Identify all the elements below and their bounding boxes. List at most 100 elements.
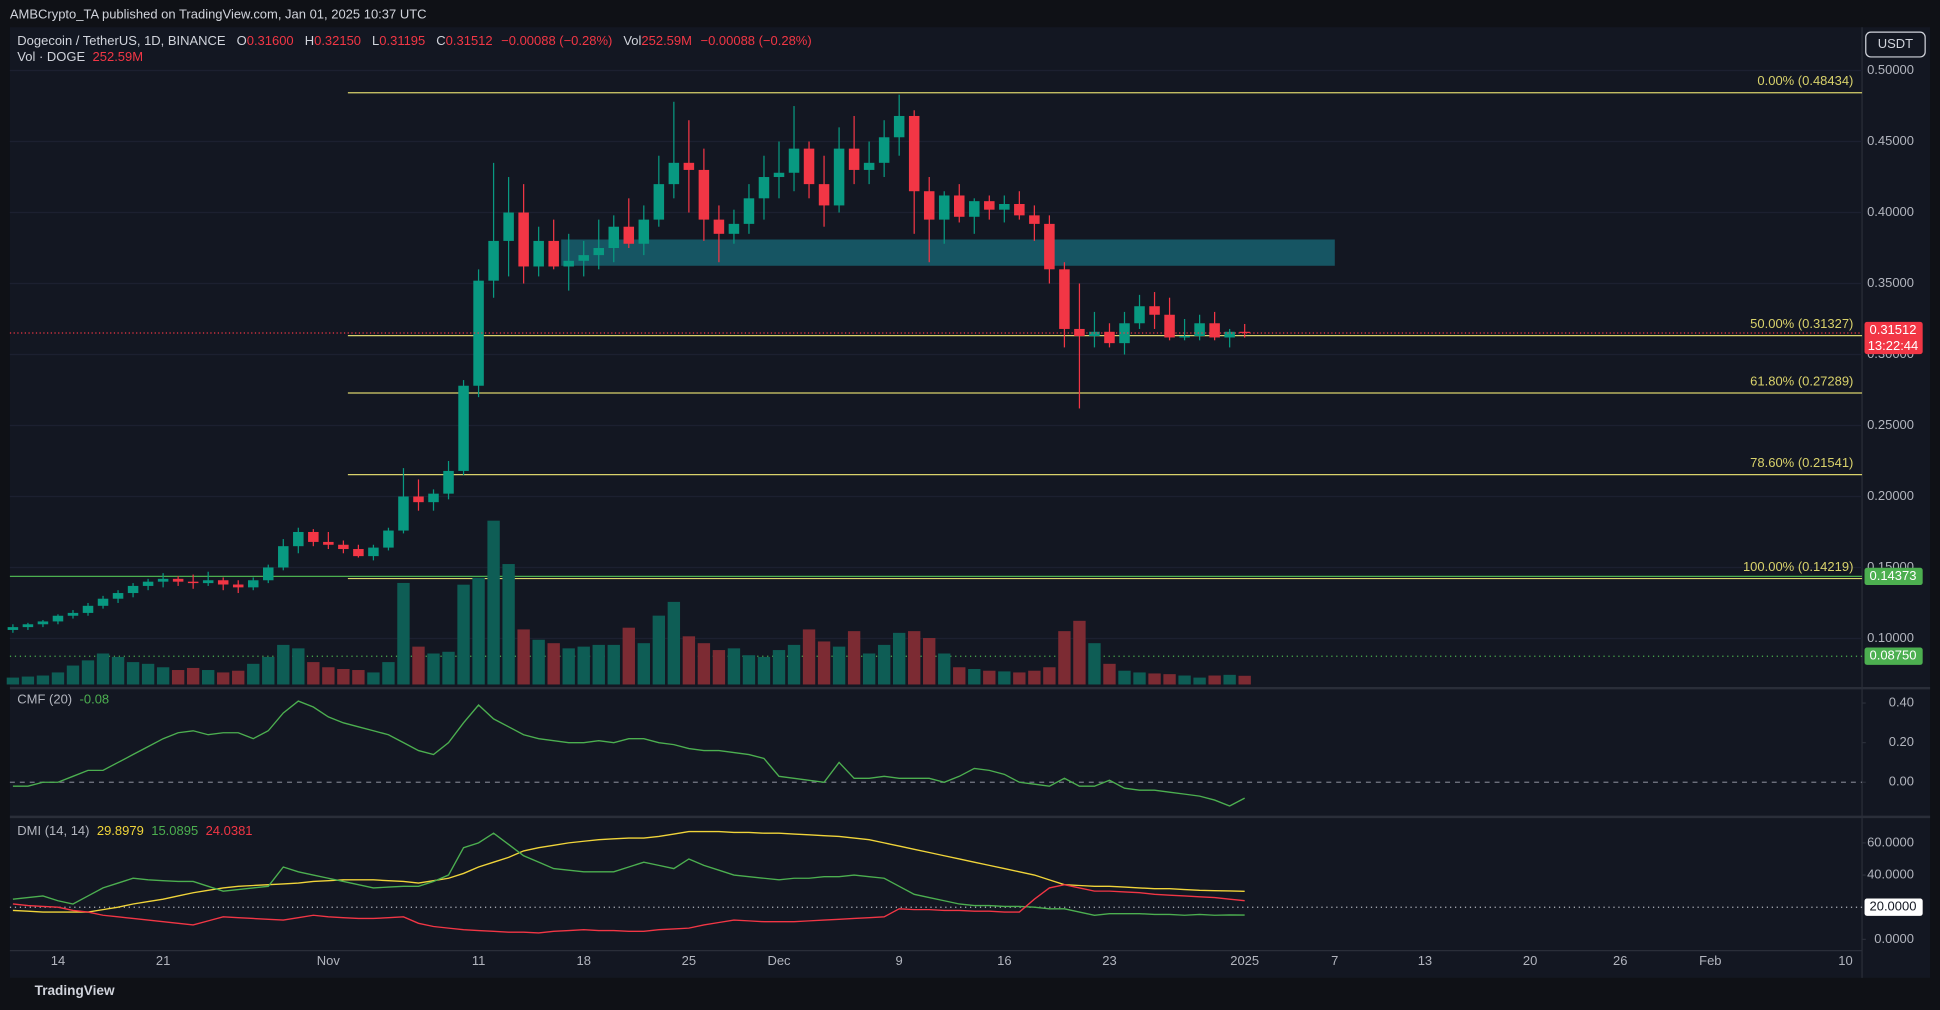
volume-bar <box>1028 670 1041 685</box>
x-tick-label: 7 <box>1331 953 1338 968</box>
y-tick-label: 0.20000 <box>1867 488 1914 503</box>
ohlc-value: 0.31600 <box>247 34 294 49</box>
x-tick-label: 23 <box>1102 953 1116 968</box>
candle-body <box>503 212 514 241</box>
plus-di-value: 15.0895 <box>151 823 198 838</box>
candle-body <box>1014 204 1025 216</box>
candle-body <box>202 580 214 584</box>
volume-bar <box>923 638 936 685</box>
volume-bar <box>262 656 275 685</box>
vol-line-label: Vol · DOGE <box>17 50 85 65</box>
y-tick-label: 0.35000 <box>1867 275 1914 290</box>
indicator-line <box>12 830 1245 913</box>
candle-body <box>1209 323 1220 338</box>
cmf-value: -0.08 <box>80 692 110 707</box>
volume-bar <box>953 667 966 685</box>
y-tick-label: 0.10000 <box>1867 630 1914 645</box>
volume-bar <box>367 672 380 685</box>
ohlc-value: 0.32150 <box>314 34 361 49</box>
volume-bar <box>1013 672 1026 685</box>
fib-label: 78.60% (0.21541) <box>1750 455 1853 470</box>
candle-body <box>608 226 620 249</box>
volume-bar <box>877 644 891 685</box>
volume-bar <box>307 662 320 685</box>
countdown: 13:22:44 <box>1868 338 1919 353</box>
volume-bar <box>742 655 756 685</box>
x-tick-label: 21 <box>156 953 170 968</box>
x-tick-label: 16 <box>997 953 1011 968</box>
volume-bar <box>126 662 140 685</box>
volume-bar <box>1103 663 1116 685</box>
volume-bar <box>1088 643 1101 685</box>
candle-body <box>142 581 154 586</box>
last-price-label: 0.31512 <box>1870 322 1917 337</box>
candle-body <box>518 212 529 267</box>
volume-bar <box>862 653 876 685</box>
volume-bar <box>247 663 260 685</box>
candle-body <box>488 240 499 281</box>
last-price-tag <box>1864 321 1923 355</box>
candle-body <box>1104 331 1115 344</box>
ohlc-label: H <box>305 34 314 49</box>
candle-body <box>938 195 950 220</box>
volume-bar <box>817 641 831 685</box>
ohlc-label: C <box>436 34 445 49</box>
candle-body <box>82 605 94 613</box>
x-tick-label: 18 <box>576 953 590 968</box>
volume-bar <box>983 670 996 685</box>
y-tick-label: 0.25000 <box>1867 417 1914 432</box>
candle-body <box>653 184 665 220</box>
ohlc-label: O <box>237 34 247 49</box>
candle-body <box>187 581 199 584</box>
indicator-line <box>12 832 1245 916</box>
candle-body <box>818 184 830 206</box>
candle-body <box>67 612 79 616</box>
x-tick-label: 13 <box>1418 953 1432 968</box>
vol-value: 252.59M <box>641 34 692 49</box>
volume-bar <box>998 671 1011 685</box>
volume-bar <box>938 653 951 685</box>
currency[interactable]: USDT <box>1878 36 1913 51</box>
chart-area <box>9 27 1931 978</box>
price-tag-label: 0.14373 <box>1870 568 1917 583</box>
volume-bar <box>472 577 485 685</box>
volume-bar <box>1178 675 1191 685</box>
candle-body <box>1089 331 1100 337</box>
volume-bar <box>487 520 500 685</box>
volume-bar <box>232 670 245 685</box>
candle-body <box>112 593 124 599</box>
volume-bar <box>171 670 185 685</box>
volume-bar <box>66 665 80 685</box>
volume-bar <box>1058 631 1071 685</box>
candle-body <box>7 627 19 630</box>
fib-label: 100.00% (0.14219) <box>1743 559 1853 574</box>
x-tick-label: 10 <box>1838 953 1852 968</box>
price-tag <box>1864 647 1923 665</box>
candle-body <box>1194 323 1205 337</box>
candle-body <box>923 191 935 220</box>
volume-bar <box>667 601 681 685</box>
x-tick-label: 20 <box>1523 953 1537 968</box>
currency-button[interactable] <box>1865 31 1926 58</box>
fib-label: 61.80% (0.27289) <box>1750 373 1853 388</box>
volume-legend: Vol · DOGE 252.59M <box>17 50 143 65</box>
candle-body <box>773 172 785 178</box>
volume-bar <box>847 631 861 685</box>
ohlc-value: 0.31512 <box>446 34 493 49</box>
candle-body <box>1149 306 1160 315</box>
dmi-legend: DMI (14, 14) 29.8979 15.0895 24.0381 <box>17 823 252 838</box>
volume-bar <box>772 650 786 685</box>
x-tick-label: Dec <box>767 953 791 968</box>
volume-bar <box>51 672 65 685</box>
vol-label: Vol <box>623 34 641 49</box>
volume-bar <box>442 651 455 685</box>
y-tick-label: 0.50000 <box>1867 62 1914 77</box>
candle-body <box>833 148 845 206</box>
y-tick-label: 40.0000 <box>1867 866 1914 881</box>
cmf-legend: CMF (20) -0.08 <box>17 692 109 707</box>
volume-bar <box>277 644 290 685</box>
volume-bar <box>652 615 666 685</box>
published-line: AMBCrypto_TA published on TradingView.co… <box>10 6 427 21</box>
volume-bar <box>562 648 575 685</box>
